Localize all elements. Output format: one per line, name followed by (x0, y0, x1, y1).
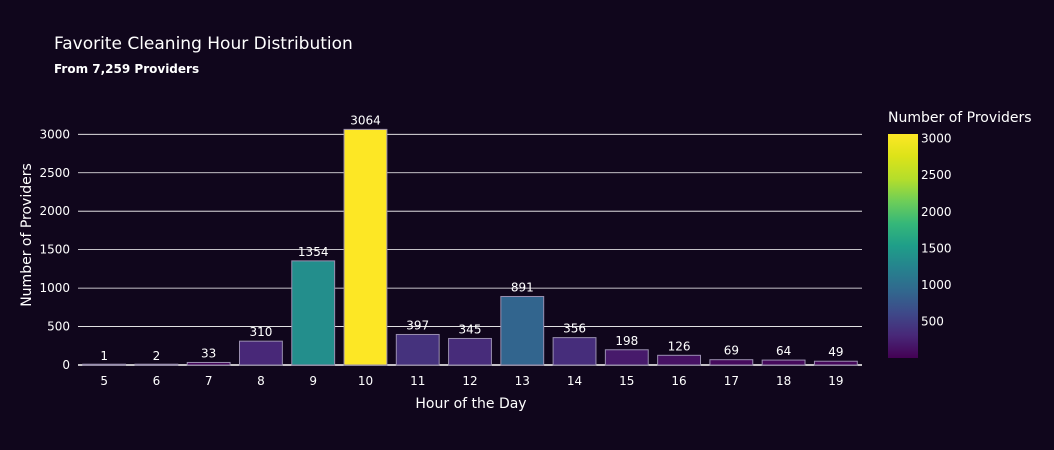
x-tick-label: 10 (358, 374, 373, 388)
y-tick-label: 0 (62, 358, 70, 372)
bar (186, 361, 231, 366)
bar (343, 128, 388, 366)
colorbar (888, 134, 918, 358)
bar (448, 337, 492, 366)
data-label: 2 (153, 349, 161, 363)
bar (82, 363, 127, 366)
x-tick-label: 15 (619, 374, 634, 388)
colorbar-tick-label: 1000 (921, 278, 952, 292)
data-label: 69 (724, 344, 739, 358)
y-tick-label: 3000 (39, 127, 70, 141)
colorbar-tick-label: 3000 (921, 132, 952, 146)
data-label: 345 (459, 322, 482, 336)
data-label: 310 (249, 325, 272, 339)
x-tick-label: 12 (462, 374, 477, 388)
bar (552, 337, 597, 366)
x-tick-label: 7 (205, 374, 213, 388)
x-tick-label: 6 (153, 374, 161, 388)
y-tick-label: 1000 (39, 281, 70, 295)
data-label: 1354 (298, 245, 329, 259)
x-tick-label: 19 (828, 374, 843, 388)
colorbar-tick-label: 500 (921, 315, 944, 329)
y-tick-label: 500 (47, 320, 70, 334)
chart-subtitle: From 7,259 Providers (54, 62, 200, 76)
y-tick-label: 1500 (39, 243, 70, 257)
x-tick-label: 17 (724, 374, 739, 388)
colorbar-title: Number of Providers (888, 110, 1032, 126)
x-tick-label: 16 (671, 374, 686, 388)
y-tick-label: 2500 (39, 166, 70, 180)
bar (657, 354, 701, 366)
bar (500, 295, 545, 366)
y-tick-label: 2000 (39, 204, 70, 218)
x-tick-label: 8 (257, 374, 265, 388)
data-label: 33 (201, 346, 216, 360)
chart-title: Favorite Cleaning Hour Distribution (54, 34, 353, 54)
data-label: 64 (776, 344, 791, 358)
bar (134, 363, 179, 366)
bar (291, 260, 336, 366)
bar (239, 340, 283, 366)
bar (761, 359, 806, 366)
x-tick-label: 5 (100, 374, 108, 388)
data-label: 49 (828, 345, 843, 359)
data-label: 1 (100, 349, 108, 363)
x-tick-label: 9 (309, 374, 317, 388)
bar (604, 349, 649, 366)
colorbar-tick-label: 1500 (921, 241, 952, 255)
data-label: 126 (668, 339, 691, 353)
data-label: 397 (406, 318, 429, 332)
x-tick-label: 18 (776, 374, 791, 388)
data-label: 891 (511, 280, 534, 294)
x-axis-label: Hour of the Day (415, 396, 527, 412)
data-label: 356 (563, 322, 586, 336)
data-label: 198 (615, 334, 638, 348)
x-tick-label: 11 (410, 374, 425, 388)
colorbar-tick-label: 2500 (921, 168, 952, 182)
bar (709, 359, 754, 366)
x-tick-label: 14 (567, 374, 582, 388)
bar (395, 333, 440, 366)
x-tick-label: 13 (515, 374, 530, 388)
colorbar-tick-label: 2000 (921, 205, 952, 219)
bar (813, 360, 858, 366)
data-label: 3064 (350, 113, 381, 127)
